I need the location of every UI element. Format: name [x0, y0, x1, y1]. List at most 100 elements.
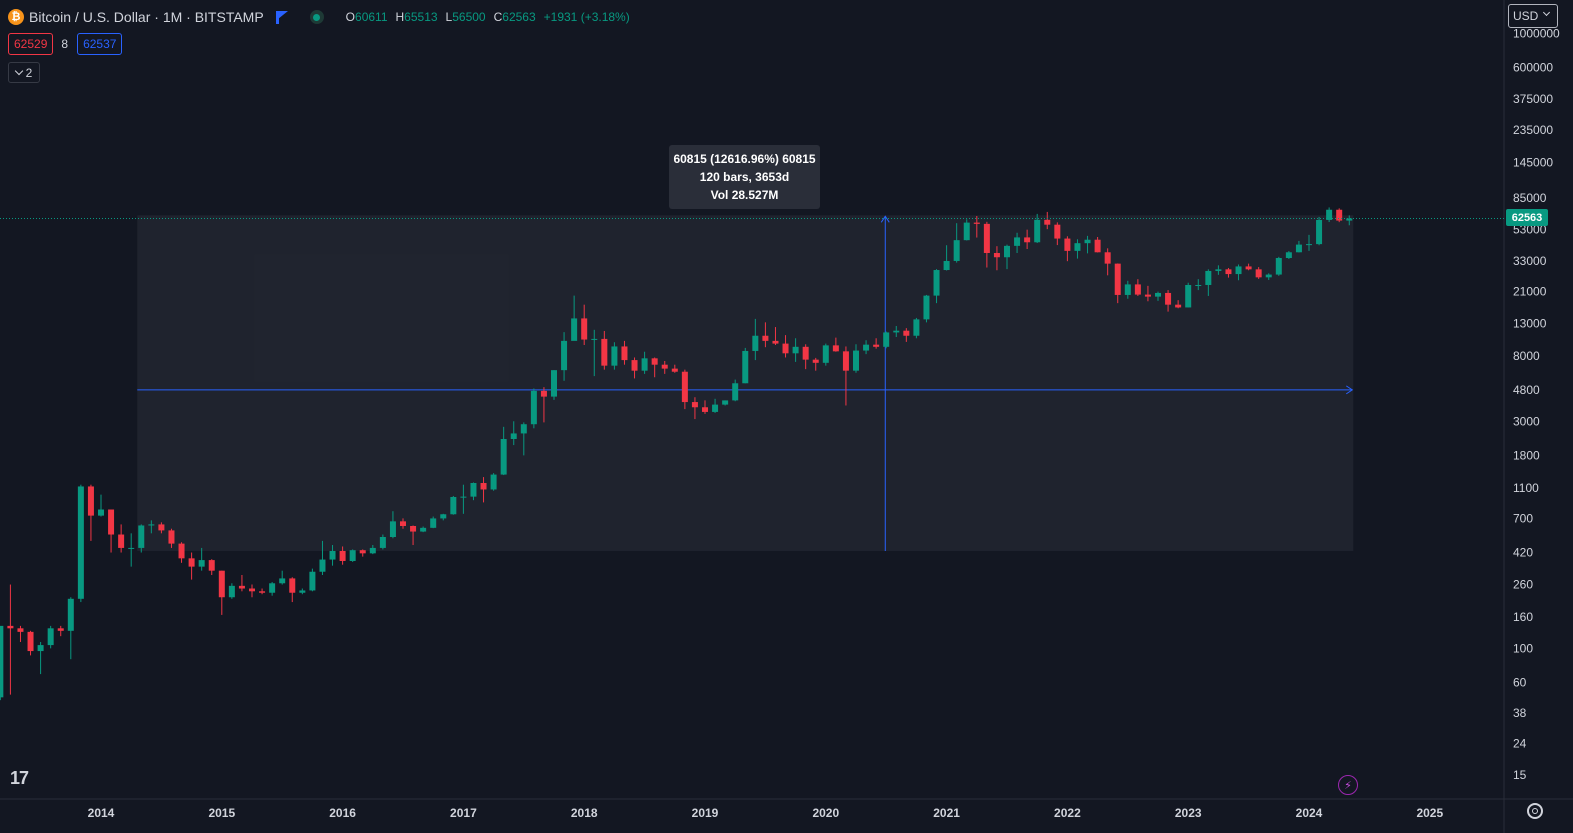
- candle: [1094, 236, 1101, 253]
- bitcoin-icon[interactable]: ₿: [8, 9, 24, 25]
- candle: [430, 516, 437, 529]
- measure-arrowhead-up: [880, 215, 890, 223]
- candle-body: [349, 550, 356, 561]
- close-label: C: [493, 10, 503, 24]
- candle-body: [1265, 274, 1272, 278]
- candle: [1346, 215, 1353, 226]
- candle-body: [903, 330, 910, 336]
- candle: [702, 400, 708, 414]
- candle-body: [530, 390, 537, 425]
- candle: [7, 584, 14, 695]
- measure-bars-days: 120 bars, 3653d: [699, 170, 790, 184]
- candle: [1245, 263, 1252, 271]
- candle-body: [500, 439, 507, 475]
- candle: [1326, 207, 1333, 223]
- price-tick-label: 1800: [1513, 448, 1540, 462]
- candle: [853, 344, 859, 373]
- candle-body: [178, 543, 185, 559]
- candle-body: [702, 407, 708, 412]
- candle: [923, 294, 930, 323]
- price-tick-label: 15: [1513, 768, 1527, 782]
- candle-body: [792, 346, 799, 354]
- candle: [168, 528, 175, 548]
- candle-body: [228, 585, 235, 598]
- price-axis[interactable]: 1000000 600000 375000 235000 145000 85000 5300…: [1513, 26, 1560, 782]
- candle: [178, 542, 185, 563]
- candle: [259, 588, 266, 595]
- candle-body: [1074, 243, 1081, 251]
- candle-body: [722, 400, 729, 405]
- candle-body: [943, 260, 950, 271]
- candle: [118, 524, 125, 553]
- price-tick-label: 600000: [1513, 61, 1553, 75]
- candle-body: [842, 351, 849, 371]
- flag-icon[interactable]: [275, 10, 288, 24]
- candle-body: [651, 358, 658, 365]
- candle-body: [359, 550, 366, 554]
- candle: [1295, 240, 1302, 253]
- candle: [1004, 244, 1010, 270]
- chevron-down-icon: [14, 66, 23, 75]
- candle-body: [1104, 252, 1111, 264]
- candle: [359, 549, 366, 557]
- candle: [77, 484, 84, 603]
- candle-body: [1064, 238, 1071, 251]
- candle: [37, 641, 44, 675]
- price-tick-label: 13000: [1513, 316, 1547, 330]
- currency-select[interactable]: USD: [1508, 4, 1558, 28]
- candle-body: [611, 346, 618, 366]
- candle-body: [118, 534, 125, 548]
- symbol-title[interactable]: Bitcoin / U.S. Dollar · 1M · BITSTAMP: [29, 9, 264, 25]
- price-tick-label: 160: [1513, 610, 1533, 624]
- candle: [752, 318, 759, 361]
- candle: [158, 522, 165, 534]
- candle: [631, 357, 638, 379]
- time-tick-label: 2020: [812, 806, 839, 820]
- candle: [1195, 279, 1202, 291]
- candle-body: [1346, 218, 1353, 221]
- candle-body: [661, 364, 668, 369]
- candle-body: [37, 645, 44, 652]
- indicators-toggle-button[interactable]: 2: [8, 62, 40, 83]
- candle: [188, 552, 195, 580]
- gear-icon[interactable]: [1527, 803, 1543, 819]
- buy-button[interactable]: 62537: [77, 33, 123, 55]
- candle: [228, 583, 235, 599]
- candle-body: [0, 625, 4, 698]
- tradingview-logo-icon[interactable]: 17: [10, 768, 29, 788]
- candle-body: [7, 625, 14, 629]
- candle: [551, 370, 557, 400]
- candle: [1165, 290, 1172, 312]
- candle: [47, 625, 54, 649]
- candle-body: [1014, 237, 1021, 246]
- market-status-dot-icon[interactable]: [309, 10, 324, 24]
- candle-body: [520, 424, 527, 434]
- candle: [822, 343, 829, 366]
- candle: [812, 357, 819, 371]
- candle-body: [510, 433, 517, 440]
- candle-body: [1306, 244, 1312, 246]
- candle-body: [762, 335, 769, 341]
- time-tick-label: 2023: [1175, 806, 1202, 820]
- lightning-icon[interactable]: ⚡: [1338, 775, 1358, 795]
- candle: [651, 357, 658, 378]
- candle: [299, 588, 306, 595]
- candle-body: [893, 330, 900, 333]
- candle: [591, 329, 598, 377]
- candle-body: [158, 524, 165, 531]
- candle-body: [1295, 244, 1302, 253]
- candle: [530, 388, 537, 429]
- high-value: 65513: [404, 10, 438, 24]
- candle: [420, 526, 427, 533]
- candle-body: [1004, 245, 1010, 258]
- sell-button[interactable]: 62529: [8, 33, 54, 55]
- candle: [1104, 248, 1111, 276]
- candle-body: [400, 521, 406, 526]
- indicators-count: 2: [25, 65, 33, 80]
- candle-body: [1044, 219, 1051, 225]
- candle-body: [98, 509, 104, 516]
- candle: [128, 533, 135, 567]
- price-tick-label: 700: [1513, 511, 1533, 525]
- time-axis[interactable]: 2014 2015 2016 2017 2018 2019 2020 2021 2022 2023…: [88, 806, 1444, 820]
